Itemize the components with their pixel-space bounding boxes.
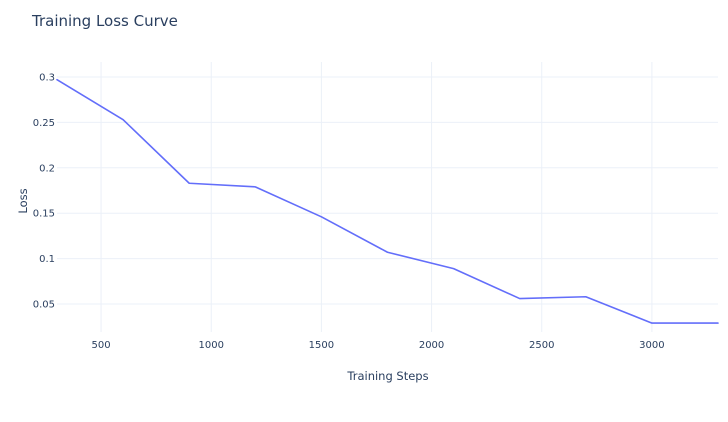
x-tick-label: 1000 (199, 340, 224, 351)
x-axis-ticks: 500 1000 1500 2000 2500 3000 (92, 340, 665, 351)
series-layer (56, 78, 719, 324)
y-tick-label: 0.2 (39, 163, 55, 174)
y-axis-title: Loss (16, 188, 30, 213)
y-tick-label: 0.05 (33, 300, 55, 311)
x-axis-title: Training Steps (346, 369, 428, 383)
y-tick-label: 0.25 (33, 118, 55, 129)
chart-title: Training Loss Curve (31, 12, 178, 30)
x-tick-label: 2500 (529, 340, 554, 351)
x-tick-label: 2000 (419, 340, 444, 351)
y-tick-label: 0.1 (39, 254, 55, 265)
grid-lines (57, 62, 718, 332)
x-tick-label: 1500 (309, 340, 334, 351)
series-line (56, 78, 719, 324)
x-tick-label: 3000 (639, 340, 664, 351)
y-tick-label: 0.3 (39, 73, 55, 84)
y-axis-ticks: 0.05 0.1 0.15 0.2 0.25 0.3 (33, 73, 55, 311)
y-tick-label: 0.15 (33, 209, 55, 220)
x-tick-label: 500 (92, 340, 111, 351)
